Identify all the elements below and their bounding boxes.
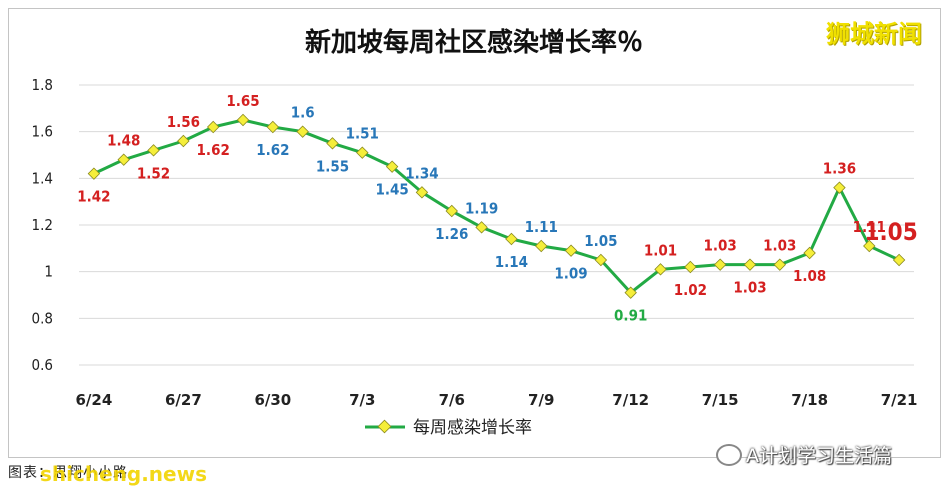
data-point [833, 181, 846, 194]
y-tick-label: 0.8 [32, 309, 53, 327]
data-label: 1.65 [226, 92, 259, 110]
data-point [535, 239, 548, 253]
x-tick-label: 7/18 [791, 391, 828, 409]
y-tick-label: 1.2 [32, 216, 53, 234]
brand-text: A计划学习生活篇 [746, 445, 892, 467]
data-point [564, 244, 578, 257]
data-point [892, 253, 906, 267]
data-point [594, 253, 608, 267]
legend-marker-swatch [377, 419, 392, 434]
data-point [356, 146, 369, 159]
legend-label: 每周感染增长率 [413, 418, 532, 438]
data-label: 1.34 [405, 164, 438, 182]
data-label: 1.62 [256, 141, 289, 159]
data-label: 1.48 [107, 132, 140, 150]
data-label: 1.45 [375, 181, 408, 199]
y-axis: 0.6 0.8 1 1.2 1.4 1.6 1.8 [32, 76, 53, 374]
data-point [326, 137, 339, 150]
data-label: 1.03 [704, 237, 737, 255]
data-point [803, 246, 816, 260]
data-label: 1.01 [644, 241, 677, 259]
data-label: 1.26 [435, 225, 468, 243]
y-tick-label: 0.6 [32, 356, 53, 374]
data-point [206, 120, 220, 134]
data-label: 1.19 [465, 199, 498, 217]
x-tick-label: 6/30 [254, 391, 291, 409]
wechat-icon [716, 443, 742, 466]
data-label: 1.05 [864, 218, 917, 246]
data-label: 1.56 [167, 113, 200, 131]
x-tick-label: 6/24 [76, 391, 113, 409]
data-label: 1.02 [674, 281, 707, 299]
x-tick-label: 7/21 [881, 391, 918, 409]
series-line-path [93, 118, 900, 295]
data-label: 1.11 [853, 218, 886, 236]
data-point [266, 120, 280, 134]
data-point [624, 286, 637, 299]
data-label: 1.03 [763, 237, 796, 255]
data-label: 1.36 [823, 160, 856, 178]
data-point [385, 160, 399, 173]
data-label: 1.51 [346, 125, 379, 143]
data-label: 0.91 [614, 307, 647, 325]
data-point [654, 263, 667, 276]
x-tick-label: 6/27 [165, 391, 202, 409]
data-point [773, 258, 787, 271]
data-point [296, 125, 309, 138]
data-label: 1.14 [495, 253, 528, 271]
data-label: 1.03 [733, 279, 766, 297]
y-tick-label: 1.8 [32, 76, 53, 94]
data-point [505, 232, 518, 246]
data-label: 1.52 [137, 164, 170, 182]
data-point [415, 186, 429, 199]
watermark-logo: 狮城新闻 [826, 20, 922, 48]
line-chart: 新加坡每周社区感染增长率％ 0.60.811.21.41.61.8 6/24 6/… [32, 27, 918, 438]
data-label: 1.42 [77, 188, 110, 206]
data-label: 1.09 [554, 265, 587, 283]
data-label: 1.08 [793, 267, 826, 285]
data-point [475, 221, 488, 234]
data-point [713, 258, 727, 271]
x-tick-label: 7/12 [612, 391, 649, 409]
gridlines [79, 84, 914, 366]
site-watermark: shicheng.news [40, 462, 207, 486]
data-point [117, 153, 130, 166]
data-point [684, 260, 697, 274]
series-line [87, 113, 906, 299]
data-point [87, 167, 101, 180]
x-tick-label: 7/9 [528, 391, 554, 409]
data-label: 1.11 [525, 218, 558, 236]
data-label: 1.6 [291, 104, 315, 122]
y-tick-label: 1 [44, 263, 53, 281]
y-tick-label: 1.6 [32, 123, 53, 141]
data-label: 1.05 [584, 232, 617, 250]
x-axis: 6/24 6/27 6/30 7/3 7/6 7/9 7/12 7/15 7/18 7/21 [76, 391, 918, 409]
legend: 每周感染增长率 [365, 418, 532, 438]
chart-title: 新加坡每周社区感染增长率％ [305, 27, 643, 58]
data-labels: 1.42 1.48 1.52 1.56 1.62 1.65 1.62 1.6 1.55 1.51 1… [77, 92, 917, 325]
data-label: 1.55 [316, 157, 349, 175]
data-label: 1.62 [197, 141, 230, 159]
x-tick-label: 7/6 [439, 391, 465, 409]
data-point [743, 258, 757, 271]
data-point [177, 134, 190, 148]
y-tick-label: 1.4 [32, 169, 53, 187]
source-caption: 图表：思翔小小路 [8, 465, 128, 481]
data-point [445, 204, 458, 218]
data-point [147, 144, 160, 157]
data-point [236, 113, 250, 127]
x-tick-label: 7/3 [349, 391, 375, 409]
data-point [863, 239, 876, 253]
x-tick-label: 7/15 [702, 391, 739, 409]
chart-frame: 新加坡每周社区感染增长率％ 0.6 0.8 1 1.2 1.4 1.6 1.8 6/24 6/… [8, 8, 941, 458]
brand-caption: A计划学习生活篇 [716, 441, 892, 468]
